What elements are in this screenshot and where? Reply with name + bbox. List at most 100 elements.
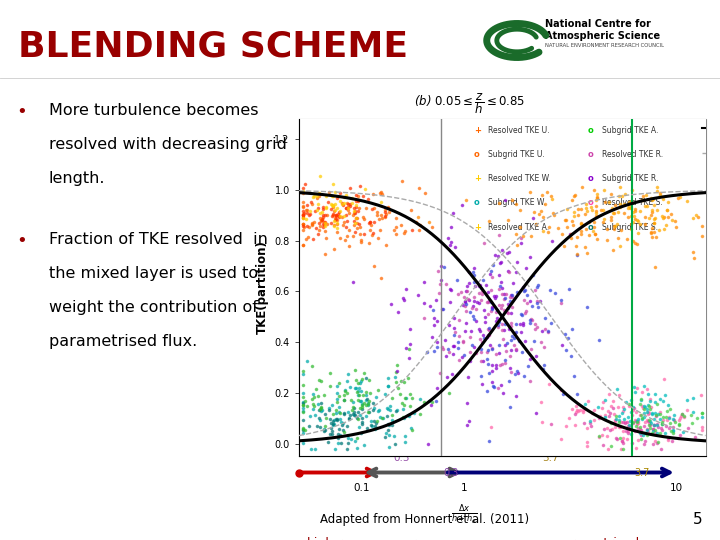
- Point: [616, 408, 628, 417]
- Point: [348, 411, 360, 420]
- Point: [604, 426, 616, 434]
- Point: [388, 431, 400, 440]
- Point: [415, 395, 426, 404]
- Point: [297, 212, 309, 221]
- Point: [564, 414, 575, 422]
- Point: [309, 192, 320, 200]
- Point: [662, 433, 673, 442]
- Point: [365, 220, 377, 229]
- Point: [572, 407, 583, 415]
- Point: [356, 417, 368, 426]
- Point: [325, 381, 336, 390]
- Point: [500, 347, 512, 356]
- Point: [593, 336, 604, 345]
- Point: [531, 299, 542, 307]
- Point: [664, 405, 675, 414]
- Point: [361, 424, 372, 433]
- Point: [636, 426, 647, 435]
- Point: [652, 206, 663, 215]
- Point: [660, 428, 671, 437]
- Point: [379, 433, 391, 442]
- Point: [500, 289, 511, 298]
- Point: [348, 207, 360, 215]
- Point: [611, 434, 622, 443]
- Y-axis label: TKE(partition): TKE(partition): [256, 241, 269, 334]
- Point: [346, 194, 358, 202]
- Point: [320, 227, 331, 235]
- Point: [632, 418, 644, 427]
- Point: [334, 212, 346, 221]
- Point: [371, 417, 382, 426]
- Point: [309, 207, 320, 215]
- Point: [581, 423, 593, 432]
- Point: [455, 287, 467, 296]
- Point: [349, 366, 361, 374]
- Point: [676, 409, 688, 418]
- Point: [696, 409, 707, 417]
- Point: [500, 308, 512, 316]
- Point: [319, 424, 330, 433]
- Point: [381, 412, 392, 421]
- Point: [644, 404, 656, 413]
- Point: [438, 262, 449, 271]
- Point: [516, 311, 528, 320]
- Point: [696, 231, 707, 240]
- Point: [673, 420, 685, 428]
- Point: [610, 415, 621, 423]
- Point: [675, 430, 686, 439]
- Point: [297, 188, 309, 197]
- Point: [636, 414, 648, 422]
- Point: [642, 202, 653, 211]
- Text: •: •: [16, 103, 27, 120]
- Point: [405, 205, 417, 214]
- Point: [324, 415, 336, 424]
- Point: [661, 205, 672, 214]
- Text: +: +: [474, 174, 481, 183]
- Point: [504, 293, 516, 301]
- Point: [323, 406, 335, 414]
- Text: •: •: [16, 232, 27, 250]
- Point: [433, 267, 444, 275]
- Point: [543, 326, 554, 335]
- Point: [355, 428, 366, 437]
- Point: [672, 434, 684, 443]
- Point: [468, 342, 480, 351]
- Point: [511, 288, 523, 296]
- Point: [315, 215, 327, 224]
- Point: [399, 227, 410, 235]
- Point: [636, 415, 647, 423]
- Point: [552, 224, 564, 232]
- Point: [566, 216, 577, 225]
- Point: [334, 414, 346, 423]
- Point: [305, 444, 317, 453]
- Point: [561, 223, 572, 232]
- Point: [338, 198, 350, 207]
- Point: [557, 389, 569, 398]
- Point: [659, 375, 670, 383]
- Point: [631, 418, 642, 427]
- Point: [505, 336, 517, 345]
- Point: [312, 400, 324, 408]
- Point: [301, 206, 312, 215]
- Point: [307, 234, 319, 243]
- Point: [364, 218, 376, 227]
- Point: [313, 406, 325, 414]
- Point: [434, 280, 446, 288]
- Point: [614, 202, 626, 211]
- Point: [297, 367, 309, 375]
- Point: [356, 387, 367, 395]
- Point: [505, 403, 516, 411]
- Point: [580, 242, 591, 251]
- Point: [343, 370, 354, 379]
- Point: [360, 401, 372, 409]
- Point: [627, 403, 639, 411]
- Point: [628, 406, 639, 415]
- Point: [677, 428, 688, 436]
- Point: [535, 206, 546, 215]
- Point: [494, 361, 505, 369]
- Point: [474, 334, 486, 343]
- Point: [343, 439, 354, 448]
- Point: [316, 406, 328, 414]
- Point: [647, 195, 658, 204]
- Point: [434, 369, 446, 377]
